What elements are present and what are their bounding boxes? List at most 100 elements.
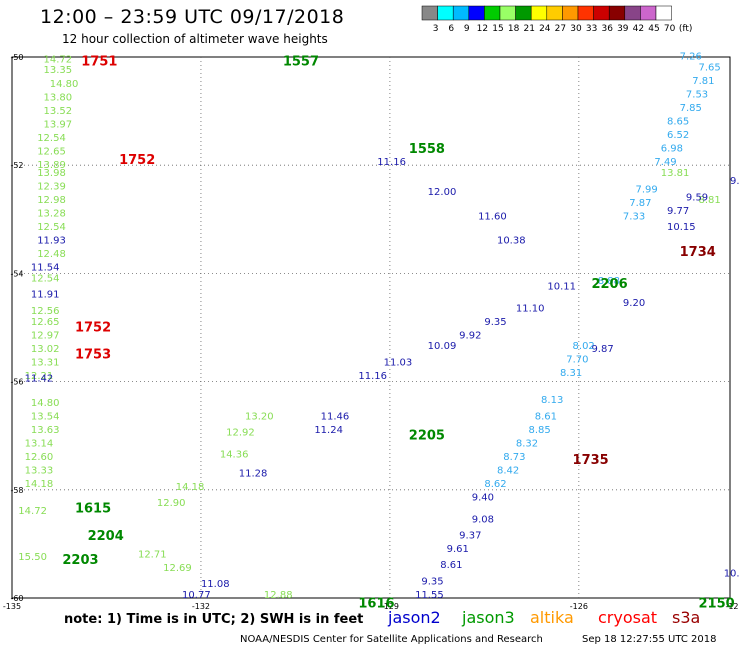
colorbar-label: 9 bbox=[464, 24, 470, 34]
wave-height-label: 13.02 bbox=[31, 344, 60, 355]
wave-height-label: 12.39 bbox=[37, 182, 66, 193]
pass-time-label: 2204 bbox=[88, 529, 124, 544]
y-tick-label: -50 bbox=[10, 53, 23, 62]
x-tick-label: -129 bbox=[381, 602, 399, 611]
wave-height-label: 7.26 bbox=[680, 52, 702, 63]
wave-height-label: 13.98 bbox=[37, 168, 66, 179]
wave-height-label: 9.61 bbox=[447, 544, 469, 555]
x-tick-label: -135 bbox=[3, 602, 21, 611]
pass-time-label: 1752 bbox=[119, 153, 155, 168]
wave-height-label: 12.88 bbox=[264, 590, 293, 601]
wave-height-label: 11.08 bbox=[201, 579, 230, 590]
plot-frame bbox=[11, 56, 731, 599]
wave-height-label: 12.69 bbox=[163, 563, 192, 574]
colorbar-swatch bbox=[437, 5, 454, 21]
wave-height-label: 8.88 bbox=[598, 276, 620, 287]
colorbar-swatch bbox=[655, 5, 672, 21]
wave-height-label: 10.09 bbox=[428, 341, 457, 352]
colorbar-label: 27 bbox=[555, 24, 566, 34]
wave-height-label: 12.90 bbox=[157, 498, 186, 509]
colorbar-label: 21 bbox=[523, 24, 534, 34]
wave-height-label: 8.13 bbox=[541, 395, 563, 406]
wave-height-label: 12.54 bbox=[37, 222, 66, 233]
colorbar-swatch bbox=[608, 5, 626, 21]
wave-height-label: 14.72 bbox=[43, 54, 72, 65]
x-tick-label: -12 bbox=[725, 602, 738, 611]
legend-cryosat: cryosat bbox=[598, 608, 658, 627]
colorbar-swatch bbox=[577, 5, 594, 21]
colorbar-swatch bbox=[484, 5, 501, 21]
x-tick-label: -132 bbox=[192, 602, 210, 611]
colorbar-label: 33 bbox=[586, 24, 597, 34]
wave-height-label: 8.62 bbox=[484, 479, 506, 490]
wave-height-label: 7.85 bbox=[680, 103, 702, 114]
wave-height-label: 8.85 bbox=[528, 425, 550, 436]
wave-height-label: 11.28 bbox=[239, 468, 268, 479]
wave-height-label: 9.87 bbox=[591, 344, 613, 355]
wave-height-label: 10.77 bbox=[182, 590, 211, 601]
wave-height-label: 7.70 bbox=[566, 355, 588, 366]
wave-height-label: 11.10 bbox=[516, 303, 545, 314]
pass-time-label: 1558 bbox=[409, 142, 445, 157]
colorbar-swatch bbox=[562, 5, 579, 21]
colorbar-label: 36 bbox=[601, 24, 613, 34]
wave-height-label: 14.18 bbox=[176, 482, 205, 493]
wave-height-label: 9.92 bbox=[459, 330, 481, 341]
legend-jason3: jason3 bbox=[462, 608, 515, 627]
wave-height-label: 11.46 bbox=[321, 411, 350, 422]
legend-jason2: jason2 bbox=[388, 608, 441, 627]
wave-height-label: 8.31 bbox=[560, 368, 582, 379]
wave-height-label: 7.53 bbox=[686, 90, 708, 101]
wave-height-label: 6.98 bbox=[661, 144, 683, 155]
wave-height-label: 11.16 bbox=[377, 157, 406, 168]
y-tick-label: -54 bbox=[10, 269, 23, 278]
wave-height-label: 7.33 bbox=[623, 211, 645, 222]
wave-height-label: 12.97 bbox=[31, 330, 60, 341]
footer-note: note: 1) Time is in UTC; 2) SWH is in fe… bbox=[64, 612, 364, 627]
wave-height-label: 11.60 bbox=[478, 211, 507, 222]
wave-height-label: 12.54 bbox=[37, 133, 66, 144]
wave-height-label: 14.80 bbox=[31, 398, 60, 409]
wave-height-label: 12.65 bbox=[31, 317, 60, 328]
colorbar-swatch bbox=[499, 5, 516, 21]
wave-height-label: 15.50 bbox=[18, 552, 47, 563]
wave-height-label: 13.28 bbox=[37, 209, 66, 220]
colorbar-swatch bbox=[530, 5, 548, 21]
wave-height-label: 13.52 bbox=[43, 106, 72, 117]
wave-height-label: 13.14 bbox=[25, 439, 54, 450]
wave-height-label: 9.59 bbox=[686, 192, 708, 203]
wave-height-label: 8.42 bbox=[497, 466, 519, 477]
colorbar-swatch bbox=[452, 5, 470, 21]
pass-time-label: 1557 bbox=[283, 54, 319, 69]
wave-height-label: 11.24 bbox=[314, 425, 343, 436]
wave-height-label: 12.60 bbox=[25, 452, 54, 463]
wave-height-label: 13.35 bbox=[43, 65, 72, 76]
wave-height-label: 13.89 bbox=[37, 160, 66, 171]
wave-height-label: 9.37 bbox=[459, 530, 481, 541]
wave-height-label: 13.97 bbox=[43, 119, 72, 130]
wave-height-label: 12.92 bbox=[226, 428, 255, 439]
wave-height-label: 9.40 bbox=[472, 493, 494, 504]
wave-height-label: 12.21 bbox=[25, 371, 54, 382]
wave-height-label: 11.91 bbox=[31, 290, 60, 301]
wave-height-label: 8.61 bbox=[440, 560, 462, 571]
wave-height-label: 7.87 bbox=[629, 198, 651, 209]
colorbar-unit: (ft) bbox=[679, 24, 693, 34]
wave-height-label: 12.98 bbox=[37, 195, 66, 206]
wave-height-label: 14.72 bbox=[18, 506, 47, 517]
wave-height-label: 12.71 bbox=[138, 549, 167, 560]
legend-s3a: s3a bbox=[672, 608, 701, 627]
pass-time-label: 2150 bbox=[699, 596, 735, 611]
wave-height-label: 12.00 bbox=[428, 187, 457, 198]
colorbar-label: 30 bbox=[570, 24, 582, 34]
wave-height-label: 13.80 bbox=[43, 92, 72, 103]
wave-height-label: 7.65 bbox=[699, 63, 721, 74]
wave-height-label: 13.63 bbox=[31, 425, 60, 436]
wave-height-label: 8.73 bbox=[503, 452, 525, 463]
wave-height-label: 8.81 bbox=[699, 195, 721, 206]
wave-height-label: 14.80 bbox=[50, 79, 79, 90]
colorbar-label: 6 bbox=[448, 24, 454, 34]
wave-height-label: 6.52 bbox=[667, 130, 689, 141]
wave-height-label: 13.20 bbox=[245, 411, 274, 422]
wave-height-label: 13.33 bbox=[25, 466, 54, 477]
